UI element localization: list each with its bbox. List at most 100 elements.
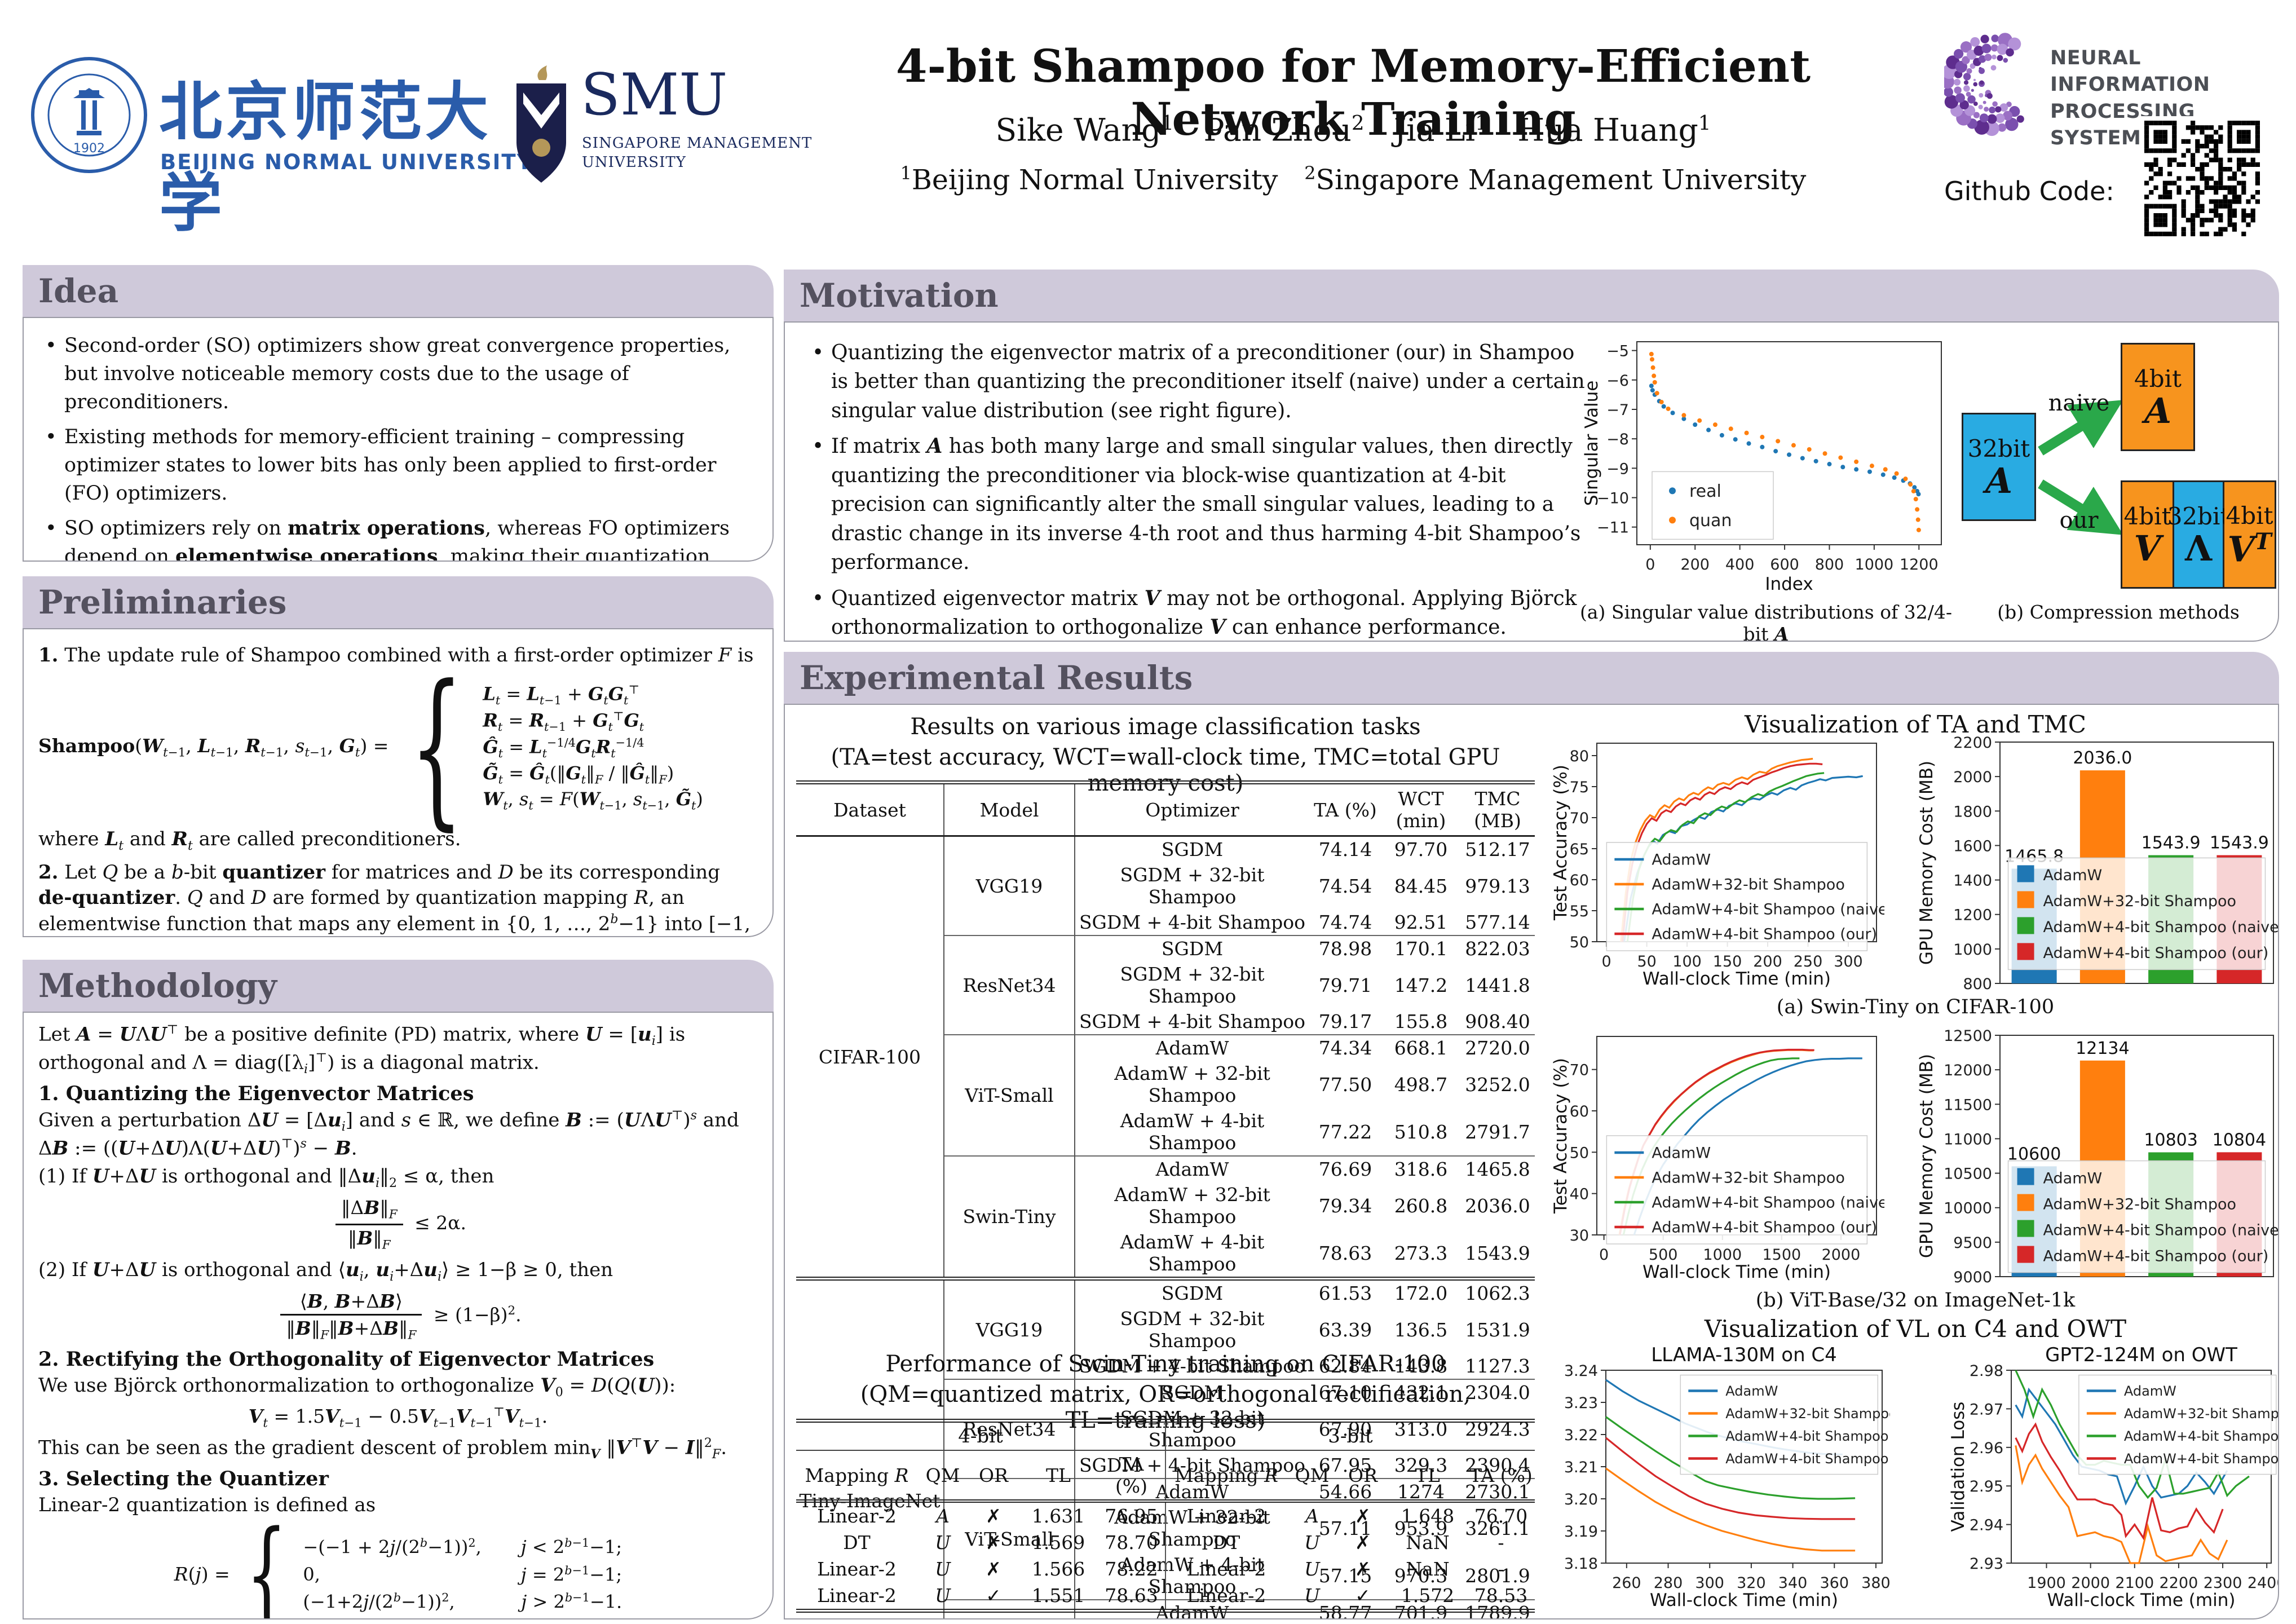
preliminaries-section-header: Preliminaries	[23, 576, 774, 628]
svg-text:AdamW: AdamW	[2043, 1170, 2103, 1187]
swin-tiny-performance-table: 4-bit 3-bit Mapping R QM OR TL TA (%) Mapping R…	[796, 1419, 1535, 1613]
meth-quantizer-cases: R(j) = { −(−1 + 2j/(2b−1))2, j < 2b−1−1; …	[38, 1504, 758, 1619]
methodology-section-body: Let A = UΛU⊤ be a positive definite (PD)…	[23, 1012, 774, 1619]
svg-text:10803: 10803	[2144, 1131, 2197, 1150]
motivation-bullet: Quantized eigenvector matrix V may not b…	[807, 584, 1597, 641]
dataset-cell: CIFAR-100	[796, 836, 944, 1279]
svg-text:1902: 1902	[73, 142, 105, 156]
meth-eq-bjorck: Vt = 1.5Vt−1 − 0.5Vt−1Vt−1⊤Vt−1.	[248, 1405, 548, 1431]
svg-text:60: 60	[1570, 1103, 1589, 1120]
table-row: Linear-2 U ✓ 1.551 78.63 Linear-2 U ✓ 1.572 78.53	[796, 1582, 1535, 1611]
table-row: SGDM + 32-bit Shampoo 63.39 136.5 1531.9	[1120, 1308, 1530, 1352]
svg-text:200: 200	[1680, 556, 1710, 573]
table-row: Tiny-ImageNet VGG19 SGDM 61.53 172.0 1062.3	[796, 1277, 1535, 1618]
motivation-bullet: Quantizing the eigenvector matrix of a p…	[807, 338, 1597, 425]
meth-eq-frac1: ‖ΔB‖F ‖B‖F ≤ 2α.	[38, 1196, 758, 1252]
meth-p5: We use Björck orthonormalization to orth…	[38, 1374, 676, 1400]
svg-text:2036.0: 2036.0	[2073, 748, 2132, 768]
figure-b-caption: (b) Compression methods	[1997, 601, 2240, 623]
diagram-arrows	[2038, 400, 2123, 535]
qr-code	[2140, 116, 2264, 240]
svg-text:−8: −8	[1606, 431, 1629, 448]
bnu-seal-icon: 1902	[31, 57, 147, 173]
svg-text:1000: 1000	[1953, 941, 1992, 959]
table-row: SGDM + 4-bit Shampoo 79.17 155.8 908.40	[1079, 1010, 1530, 1032]
svg-text:9500: 9500	[1953, 1234, 1992, 1252]
svg-text:3.20: 3.20	[1564, 1491, 1598, 1508]
our-result-box-vt: 4bit VT	[2224, 480, 2276, 589]
ta-swin-line-chart: 0 50 100 150 200 250 300 50 55 60 65 70 75 80 Wall-clo…	[1551, 734, 1893, 994]
results-title: Experimental Results	[800, 659, 1193, 697]
svg-text:AdamW: AdamW	[2043, 867, 2103, 884]
idea-bullet: Second-order (SO) optimizers show great …	[41, 332, 758, 416]
meth-h3: 3. Selecting the Quantizer	[38, 1467, 329, 1491]
header: 1902 北京师范大学 BEIJING NORMAL UNIVERSITY SM…	[0, 0, 2296, 259]
svg-text:AdamW+32-bit Shampoo: AdamW+32-bit Shampoo	[2043, 893, 2236, 910]
neurips-logo-icon	[1944, 33, 2024, 136]
viz2-title: Visualization of VL on C4 and OWT	[1704, 1315, 2127, 1343]
svg-text:2100: 2100	[2115, 1574, 2154, 1592]
naive-result-box: 4bit A	[2121, 343, 2195, 451]
svg-text:70: 70	[1570, 810, 1589, 827]
svg-text:65: 65	[1570, 841, 1589, 858]
svg-text:360: 360	[1820, 1574, 1849, 1592]
naive-arrow-label: naive	[2048, 390, 2110, 416]
svg-text:12500: 12500	[1944, 1027, 1992, 1045]
motivation-section-body: Quantizing the eigenvector matrix of a p…	[784, 321, 2279, 642]
svg-text:AdamW+32-bit Shampoo: AdamW+32-bit Shampoo	[2043, 1195, 2236, 1213]
singular-value-chart: 0 200 400 600 800 1000 1200 −5 −6 −7 −8 −9 −10 −11 Ind…	[1582, 333, 1949, 599]
svg-text:−6: −6	[1606, 372, 1629, 390]
table1-col-header: TMC (MB)	[1460, 782, 1535, 837]
svg-text:2000: 2000	[1953, 769, 1992, 786]
svg-text:1800: 1800	[1953, 803, 1992, 820]
github-code-label: Github Code:	[1944, 176, 2114, 206]
svg-text:150: 150	[1713, 953, 1742, 970]
poster-affiliations: 1Beijing Normal University 2Singapore Ma…	[900, 162, 1807, 196]
svg-text:−5: −5	[1606, 343, 1629, 360]
svg-text:AdamW+4-bit Shampoo (naive): AdamW+4-bit Shampoo (naive)	[1725, 1428, 1890, 1444]
svg-text:−9: −9	[1606, 460, 1629, 478]
prelim-p2: where Lt and Rt are called preconditione…	[38, 827, 461, 853]
compression-methods-diagram: naive our 32bit A 4bit A 4bit V 32bit Λ …	[1961, 338, 2276, 592]
svg-text:3.22: 3.22	[1564, 1427, 1598, 1444]
table-row: SGDM + 4-bit Shampoo 62.84 143.8 1127.3	[1079, 1355, 1530, 1377]
table-row: Mapping R QM OR TL TA (%) Mapping R QM OR TL TA (…	[796, 1450, 1535, 1503]
vl-llama-line-chart: 260 280 300 320 340 360 380 3.18 3.19 3.20 3.21 3.2…	[1552, 1338, 1941, 1615]
prelim-p1: 1. The update rule of Shampoo combined w…	[38, 644, 754, 667]
svg-text:AdamW+4-bit Shampoo (naive): AdamW+4-bit Shampoo (naive)	[2124, 1428, 2279, 1444]
results-section-body: Results on various image classification …	[784, 704, 2279, 1619]
svg-text:2200: 2200	[1953, 734, 1992, 752]
svg-text:800: 800	[1815, 556, 1844, 573]
preliminaries-section-body: 1. The update rule of Shampoo combined w…	[23, 628, 774, 937]
model-cell: VGG19	[944, 1277, 1075, 1379]
tmc-swin-bar-chart: 800 1000 1200 1400 1600 1800 2000 2200 GPU Memor…	[1915, 734, 2279, 994]
svg-text:300: 300	[1834, 953, 1863, 970]
svg-text:200: 200	[1753, 953, 1782, 970]
svg-text:Wall-clock Time (min): Wall-clock Time (min)	[1642, 1262, 1831, 1282]
table-row: Swin-Tiny AdamW 76.69 318.6 1465.8	[796, 1155, 1535, 1279]
svg-text:AdamW+4-bit Shampoo (naive): AdamW+4-bit Shampoo (naive)	[2043, 919, 2279, 936]
svg-text:1900: 1900	[2027, 1574, 2066, 1592]
svg-text:9000: 9000	[1953, 1269, 1992, 1286]
svg-text:10000: 10000	[1944, 1200, 1992, 1217]
methodology-title: Methodology	[38, 967, 277, 1005]
svg-text:Wall-clock Time (min): Wall-clock Time (min)	[2047, 1590, 2236, 1610]
svg-text:2.93: 2.93	[1970, 1555, 2003, 1573]
svg-text:380: 380	[1861, 1574, 1890, 1592]
svg-text:1200: 1200	[1953, 907, 1992, 924]
model-cell: ResNet34	[944, 935, 1075, 1035]
table-row: SGDM + 32-bit Shampoo 74.54 84.45 979.13	[1120, 864, 1530, 908]
svg-text:AdamW+4-bit Shampoo (naive): AdamW+4-bit Shampoo (naive)	[1652, 1194, 1884, 1212]
table-row: AdamW + 4-bit Shampoo 78.63 273.3 1543.9	[1120, 1231, 1530, 1275]
svg-text:Wall-clock Time (min): Wall-clock Time (min)	[1650, 1590, 1838, 1610]
brace-glyph: {	[245, 1504, 288, 1619]
model-cell: Swin-Tiny	[944, 1155, 1075, 1279]
viz1-caption-b: (b) ViT-Base/32 on ImageNet-1k	[1755, 1289, 2076, 1312]
svg-text:55: 55	[1570, 903, 1589, 920]
smu-fullname: SINGAPORE MANAGEMENT UNIVERSITY	[582, 135, 813, 171]
svg-text:1000: 1000	[1703, 1246, 1742, 1264]
svg-text:340: 340	[1778, 1574, 1808, 1592]
results-section-header: Experimental Results	[784, 652, 2279, 704]
idea-section-header: Idea	[23, 265, 774, 317]
meth-eq-frac2: ⟨B, B+ΔB⟩ ‖B‖F‖B+ΔB‖F ≥ (1−β)2.	[38, 1290, 758, 1343]
